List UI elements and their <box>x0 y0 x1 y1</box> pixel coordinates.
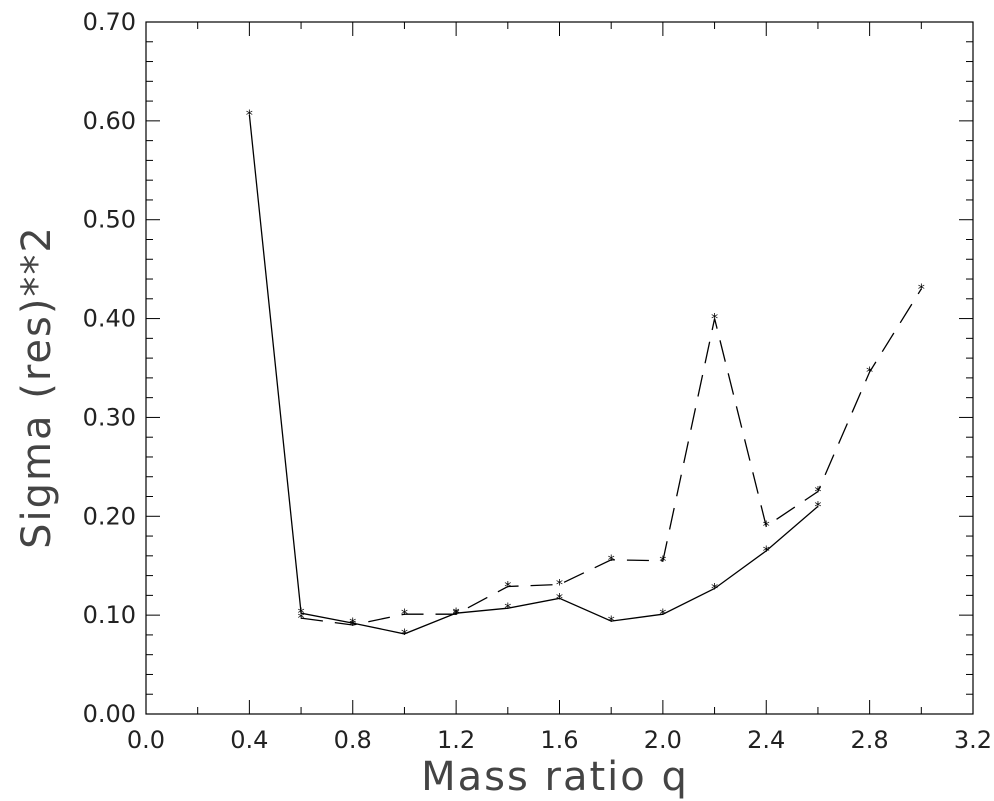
data-point-marker: * <box>762 519 770 535</box>
data-point-marker: * <box>762 544 770 560</box>
data-point-marker: * <box>814 499 822 515</box>
y-tick-label: 0.60 <box>83 107 136 135</box>
data-point-marker: * <box>710 581 718 597</box>
data-point-marker: * <box>349 618 357 634</box>
x-axis-ticks: 0.0 0.4 0.8 1.2 1.6 2.0 2.4 2.8 3.2 <box>127 22 992 754</box>
data-point-marker: * <box>349 616 357 632</box>
data-point-marker: * <box>865 365 873 381</box>
data-point-marker: * <box>504 579 512 595</box>
y-tick-label: 0.50 <box>83 206 136 234</box>
data-point-marker: * <box>400 607 408 623</box>
data-point-marker: * <box>814 485 822 501</box>
x-tick-label: 2.4 <box>747 726 785 754</box>
x-axis-title: Mass ratio q <box>421 754 689 800</box>
x-tick-label: 2.0 <box>644 726 682 754</box>
data-point-marker: * <box>400 627 408 643</box>
data-point-marker: * <box>555 577 563 593</box>
data-point-marker: * <box>504 601 512 617</box>
series-line-dashed <box>301 288 922 626</box>
x-tick-label: 1.2 <box>437 726 475 754</box>
data-point-marker: * <box>659 607 667 623</box>
y-tick-label: 0.10 <box>83 601 136 629</box>
data-point-marker: * <box>452 607 460 623</box>
data-point-marker: * <box>917 282 925 298</box>
y-tick-label: 0.00 <box>83 700 136 728</box>
data-point-marker: * <box>245 108 253 124</box>
x-tick-label: 0.4 <box>230 726 268 754</box>
x-tick-label: 0.8 <box>334 726 372 754</box>
data-point-marker: * <box>555 591 563 607</box>
data-point-marker: * <box>659 554 667 570</box>
data-point-marker: * <box>607 614 615 630</box>
series-line-solid <box>248 114 819 635</box>
x-tick-label: 2.8 <box>851 726 889 754</box>
y-axis-title: Sigma (res)**2 <box>14 225 60 549</box>
data-point-marker: * <box>297 606 305 622</box>
x-tick-label: 1.6 <box>540 726 578 754</box>
series-layer: ***** *** ***** ** ** ** ****** <box>245 108 925 643</box>
plot-border <box>145 21 974 715</box>
x-tick-label: 3.2 <box>954 726 992 754</box>
data-point-marker: * <box>607 553 615 569</box>
data-point-marker: * <box>710 312 718 328</box>
y-tick-label: 0.20 <box>83 502 136 530</box>
data-point-marker: * <box>297 611 305 627</box>
y-axis-ticks: 0.00 0.10 0.20 0.30 0.40 0.50 0.60 0.70 <box>83 8 973 728</box>
plot-frame <box>145 21 974 715</box>
y-tick-label: 0.30 <box>83 403 136 431</box>
x-tick-label: 0.0 <box>127 726 165 754</box>
y-tick-label: 0.70 <box>83 8 136 36</box>
y-tick-label: 0.40 <box>83 305 136 333</box>
